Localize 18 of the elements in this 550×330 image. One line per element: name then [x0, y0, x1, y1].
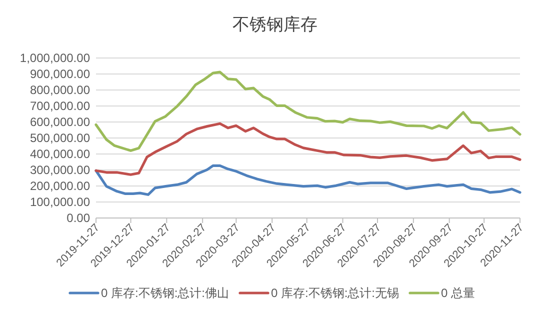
y-tick-label: 900,000.00	[30, 67, 90, 81]
line-series	[94, 164, 522, 196]
y-tick-label: 600,000.00	[30, 115, 90, 129]
legend-label: 0 库存:不锈钢:总计:无锡	[271, 286, 400, 300]
line-series	[94, 122, 522, 176]
y-tick-label: 300,000.00	[30, 163, 90, 177]
y-tick-label: 700,000.00	[30, 99, 90, 113]
y-tick-label: 100,000.00	[30, 195, 90, 209]
chart-title: 不锈钢库存	[232, 15, 318, 34]
y-tick-label: 500,000.00	[30, 131, 90, 145]
line-series	[94, 70, 522, 152]
y-tick-label: 800,000.00	[30, 83, 90, 97]
legend-label: 0 库存:不锈钢:总计:佛山	[101, 286, 230, 300]
y-tick-label: 1,000,000.00	[20, 51, 90, 65]
y-tick-label: 200,000.00	[30, 179, 90, 193]
legend-label: 0 总量	[441, 286, 476, 300]
y-tick-label: 400,000.00	[30, 147, 90, 161]
y-tick-label: 0.00	[66, 211, 90, 225]
